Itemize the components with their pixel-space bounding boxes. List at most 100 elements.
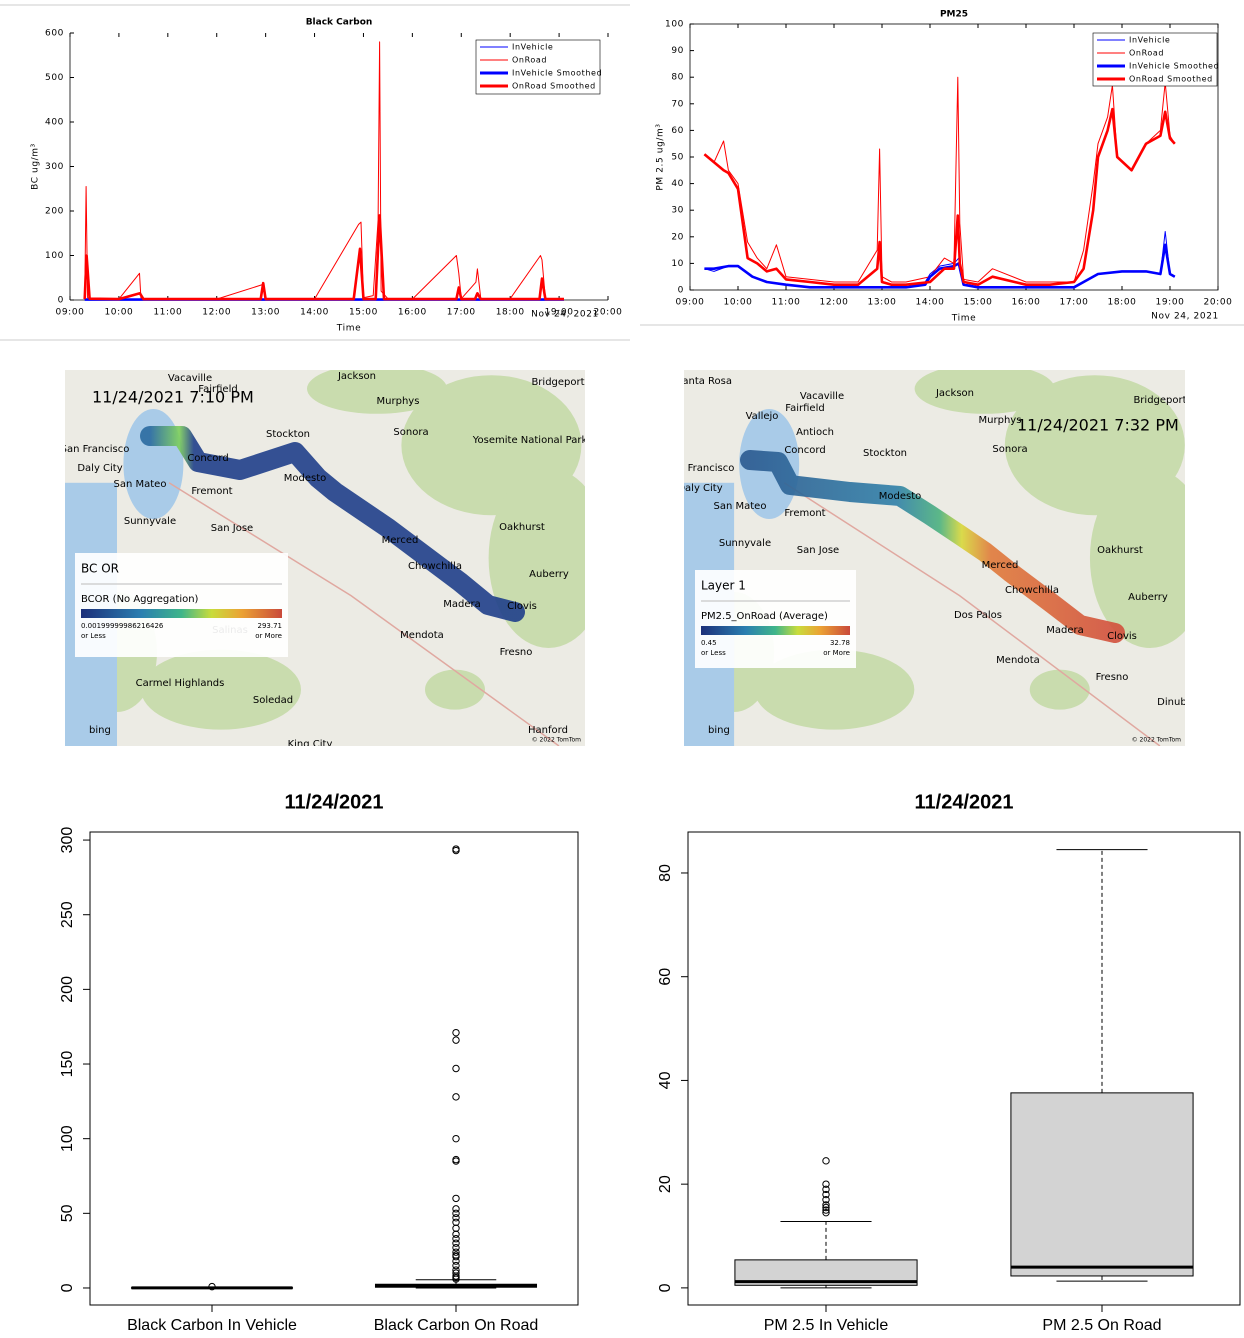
x-tick-label: 16:00 bbox=[398, 308, 427, 318]
route bbox=[740, 450, 1125, 643]
outlier bbox=[452, 1134, 460, 1143]
outlier bbox=[452, 1251, 460, 1259]
place-label: San Francisco bbox=[61, 444, 130, 455]
x-tick-label: 13:00 bbox=[251, 308, 280, 318]
y-tick-label: 300 bbox=[59, 827, 76, 854]
y-tick-label: 30 bbox=[671, 206, 684, 216]
series-line bbox=[704, 231, 1176, 288]
outlier bbox=[822, 1196, 830, 1204]
outlier bbox=[822, 1206, 830, 1214]
legend-min: 0.45 bbox=[701, 639, 717, 647]
outlier bbox=[452, 1266, 460, 1274]
copyright: © 2022 TomTom bbox=[532, 737, 582, 744]
outlier bbox=[452, 1093, 460, 1101]
line-chart: PM25 0 10 20 30 40 50 60 70 80 90 100 09:00 10:00 11:0… bbox=[656, 10, 1233, 324]
y-tick-label: 60 bbox=[657, 968, 674, 986]
forest bbox=[141, 649, 301, 730]
forest bbox=[488, 468, 585, 648]
chart-title: Black Carbon bbox=[306, 18, 373, 28]
place-label: San Jose bbox=[211, 523, 253, 534]
outlier bbox=[452, 846, 460, 855]
x-tick-label: 17:00 bbox=[447, 308, 476, 318]
place-label: Clovis bbox=[507, 601, 537, 612]
legend-max-note: or More bbox=[823, 649, 850, 657]
place-label: Yosemite National Park bbox=[472, 435, 588, 446]
legend-layer: BCOR (No Aggregation) bbox=[81, 594, 199, 605]
outlier bbox=[452, 1239, 460, 1247]
date-label: Nov 24, 2021 bbox=[1151, 312, 1219, 322]
legend-label: OnRoad Smoothed bbox=[1129, 75, 1213, 84]
outlier bbox=[452, 1209, 460, 1218]
place-label: Auberry bbox=[1128, 592, 1168, 603]
place-label: Dos Palos bbox=[954, 610, 1002, 621]
legend-label: InVehicle Smoothed bbox=[512, 69, 602, 78]
outlier bbox=[452, 1230, 460, 1238]
x-tick-label: PM 2.5 On Road bbox=[1042, 1317, 1161, 1334]
place-label: Sonora bbox=[992, 444, 1027, 455]
legend-title: Layer 1 bbox=[701, 579, 746, 593]
outlier bbox=[822, 1190, 830, 1199]
x-axis-label: Time bbox=[951, 314, 976, 324]
place-label: Merced bbox=[382, 535, 419, 546]
copyright: © 2022 TomTom bbox=[1132, 737, 1182, 744]
y-tick-label: 20 bbox=[671, 232, 684, 242]
y-tick-label: 80 bbox=[671, 73, 684, 83]
legend-min: 0.00199999986216426 bbox=[81, 622, 164, 630]
place-label: Fairfield bbox=[785, 403, 824, 414]
x-tick-label: 17:00 bbox=[1060, 298, 1089, 308]
outlier bbox=[822, 1185, 830, 1194]
attribution: bing bbox=[708, 725, 730, 736]
x-axis-label: Time bbox=[336, 324, 361, 334]
outlier bbox=[452, 1248, 460, 1256]
legend-max-note: or More bbox=[255, 632, 282, 640]
place-label: Fremont bbox=[784, 508, 825, 519]
box-chart: 11/24/2021 0 50 100 150 200 250 300 Black Carbon… bbox=[59, 791, 579, 1334]
outlier bbox=[452, 1261, 460, 1270]
outlier bbox=[452, 1205, 460, 1213]
place-label: Chowchilla bbox=[1005, 585, 1059, 596]
y-tick-label: 70 bbox=[671, 99, 684, 109]
legend-label: InVehicle bbox=[1129, 36, 1170, 45]
place-label: Fremont bbox=[191, 486, 232, 497]
y-tick-label: 100 bbox=[45, 251, 64, 261]
outlier bbox=[452, 1243, 460, 1252]
x-tick-label: Black Carbon On Road bbox=[374, 1317, 539, 1334]
x-tick-label: 20:00 bbox=[1204, 298, 1233, 308]
y-tick-label: 400 bbox=[45, 118, 64, 128]
legend-title: BC OR bbox=[81, 562, 119, 576]
place-label: San Francisco bbox=[666, 463, 735, 474]
place-label: Carmel Highlands bbox=[136, 678, 225, 689]
legend-layer: PM2.5_OnRoad (Average) bbox=[701, 611, 828, 622]
box bbox=[1010, 1092, 1194, 1277]
series-line bbox=[703, 107, 1176, 286]
place-label: Madera bbox=[443, 599, 481, 610]
series-line bbox=[83, 214, 564, 301]
series-line bbox=[704, 76, 1176, 283]
y-tick-label: 100 bbox=[665, 20, 684, 30]
legend-label: OnRoad Smoothed bbox=[512, 82, 596, 91]
place-label: Madera bbox=[1046, 625, 1084, 636]
place-label: Hanford bbox=[528, 725, 568, 736]
x-tick-label: 20:00 bbox=[594, 308, 623, 318]
place-label: Sunnyvale bbox=[719, 538, 771, 549]
y-tick-label: 0 bbox=[58, 296, 64, 306]
place-label: San Mateo bbox=[714, 501, 767, 512]
y-tick-label: 300 bbox=[45, 162, 64, 172]
place-label: Jackson bbox=[935, 388, 974, 399]
route bbox=[140, 426, 525, 622]
y-tick-label: 40 bbox=[671, 179, 684, 189]
outlier bbox=[452, 1155, 460, 1164]
outlier bbox=[822, 1208, 830, 1217]
legend-max: 293.71 bbox=[258, 622, 283, 630]
place-label: Vacaville bbox=[168, 373, 212, 384]
y-tick-label: 80 bbox=[657, 864, 674, 882]
x-tick-label: PM 2.5 In Vehicle bbox=[764, 1317, 889, 1334]
y-tick-label: 0 bbox=[678, 286, 684, 296]
place-label: Modesto bbox=[284, 473, 327, 484]
box-chart: 11/24/2021 0 20 40 60 80 PM 2.5 In Vehicle PM 2… bbox=[657, 791, 1241, 1334]
map-timestamp: 11/24/2021 7:32 PM bbox=[1017, 416, 1179, 435]
place-label: Mendota bbox=[996, 655, 1040, 666]
outlier bbox=[452, 845, 460, 853]
place-label: Fairfield bbox=[198, 384, 237, 395]
